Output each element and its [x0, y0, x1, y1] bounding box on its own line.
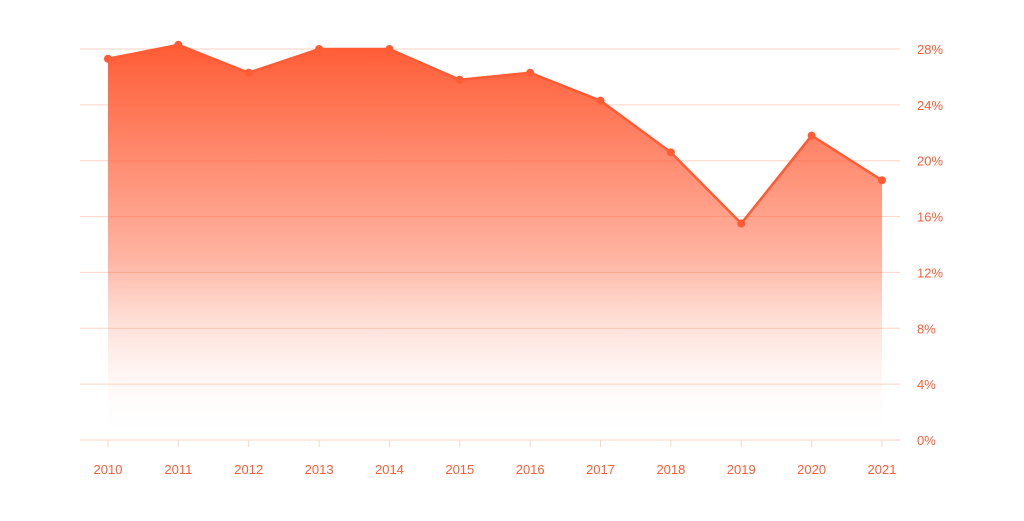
x-tick-label: 2012: [234, 462, 263, 477]
data-point: [244, 68, 253, 77]
y-tick-label: 8%: [917, 321, 936, 336]
y-tick-label: 28%: [917, 42, 943, 57]
x-tick-label: 2015: [445, 462, 474, 477]
x-tick-label: 2016: [516, 462, 545, 477]
x-axis-tick-labels: 2010 2011 2012 2013 2014 2015 2016 2017 2018 2019…: [94, 462, 897, 477]
data-point: [596, 96, 605, 105]
data-point: [385, 45, 394, 53]
area-series: [107, 43, 883, 440]
y-tick-label: 24%: [917, 98, 943, 113]
y-axis-tick-labels: 0% 4% 8% 12% 16% 20% 24% 28%: [917, 42, 943, 448]
x-tick-label: 2020: [797, 462, 826, 477]
data-point: [104, 54, 112, 63]
y-tick-label: 4%: [917, 377, 936, 392]
y-tick-label: 16%: [917, 210, 943, 225]
x-tick-label: 2014: [375, 462, 404, 477]
series-line: [107, 43, 883, 225]
x-tick-label: 2010: [94, 462, 123, 477]
x-tick-label: 2017: [586, 462, 615, 477]
x-tick-label: 2019: [727, 462, 756, 477]
data-point: [878, 176, 886, 185]
data-points: [104, 40, 886, 228]
data-point: [526, 68, 535, 77]
x-tick-label: 2013: [305, 462, 334, 477]
data-point: [737, 219, 746, 228]
y-tick-label: 0%: [917, 433, 936, 448]
data-point: [315, 45, 324, 53]
data-point: [174, 40, 183, 49]
y-tick-label: 12%: [917, 265, 943, 280]
x-tick-label: 2021: [868, 462, 897, 477]
data-point: [807, 131, 816, 140]
data-point: [455, 75, 464, 84]
x-axis-ticks: [107, 440, 883, 447]
y-tick-label: 20%: [917, 154, 943, 169]
area-fill: [108, 44, 882, 440]
x-tick-label: 2018: [656, 462, 685, 477]
data-point: [666, 148, 675, 157]
x-tick-label: 2011: [164, 462, 192, 477]
